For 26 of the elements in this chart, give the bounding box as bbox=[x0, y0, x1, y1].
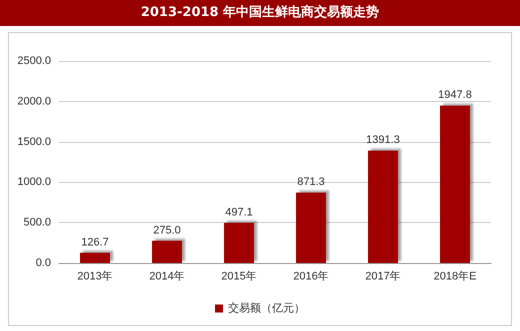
bar bbox=[80, 252, 110, 263]
bar bbox=[296, 192, 326, 263]
data-label: 871.3 bbox=[297, 176, 325, 188]
data-label: 497.1 bbox=[225, 206, 253, 218]
bar bbox=[368, 150, 398, 263]
y-tick-label: 0.0 bbox=[36, 257, 51, 269]
bar bbox=[152, 240, 182, 263]
y-tick-label: 500.0 bbox=[23, 216, 51, 229]
bar bbox=[440, 106, 470, 263]
y-tick-label: 1500.0 bbox=[17, 136, 51, 148]
x-tick-label: 2013年 bbox=[77, 270, 113, 282]
x-tick-label: 2015年 bbox=[221, 270, 257, 282]
data-label: 1947.8 bbox=[438, 89, 472, 102]
x-tick-label: 2014年 bbox=[149, 270, 185, 282]
x-tick-label: 2018年E bbox=[434, 270, 476, 282]
x-tick-label: 2017年 bbox=[365, 270, 401, 282]
data-label: 275.0 bbox=[153, 224, 181, 236]
y-tick-label: 2500.0 bbox=[17, 55, 51, 67]
chart-title: 2013-2018 年中国生鲜电商交易额走势 bbox=[0, 0, 520, 26]
y-tick-label: 2000.0 bbox=[17, 95, 51, 108]
data-label: 1391.3 bbox=[366, 134, 400, 146]
y-tick-label: 1000.0 bbox=[17, 176, 51, 188]
legend-label: 交易额（亿元） bbox=[228, 302, 305, 314]
x-tick-label: 2016年 bbox=[293, 270, 329, 282]
data-label: 126.7 bbox=[81, 236, 109, 248]
bar bbox=[224, 222, 254, 263]
